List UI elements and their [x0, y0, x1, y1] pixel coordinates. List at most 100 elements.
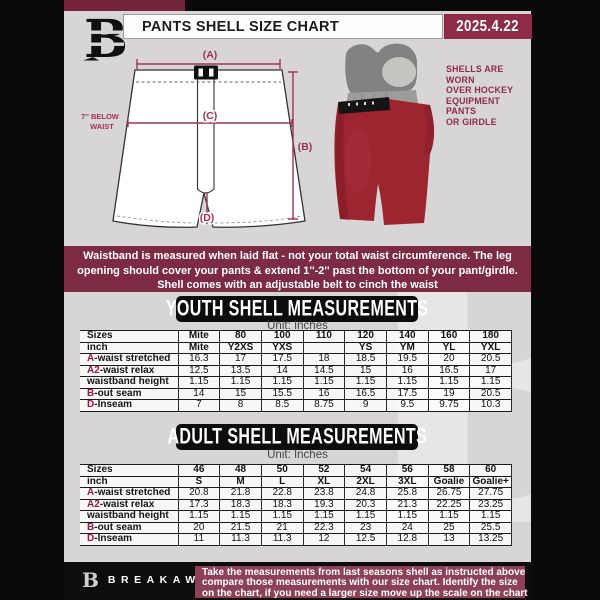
table-cell: 180	[469, 330, 512, 343]
table-cell: 1.15	[260, 510, 304, 523]
table-row: A2-waist relax 17.3 18.3 18.3 19.3 20.3 21.3 22…	[80, 498, 512, 511]
label-b: (B)	[298, 141, 313, 153]
table-cell: 10.3	[469, 399, 512, 412]
table-cell: 20.8	[177, 487, 221, 500]
row-label: D-Inseam	[80, 533, 179, 546]
table-cell: 56	[385, 464, 429, 477]
table-cell: 17.5	[385, 387, 429, 400]
logo-svg: B	[82, 9, 128, 70]
table-cell: 52	[302, 464, 346, 477]
table-cell: 1.15	[219, 376, 262, 389]
fly-panel	[196, 71, 215, 194]
table-cell: 16.5	[427, 364, 471, 377]
table-cell: 1.15	[344, 376, 387, 389]
row-label-prefix: D	[87, 533, 95, 544]
table-cell: 19.5	[385, 353, 429, 366]
date-badge: 2025.4.22	[444, 14, 532, 39]
table-cell: 110	[302, 330, 346, 343]
table-cell: Mite	[177, 330, 221, 343]
shell-caption: SHELLS ARE WORN OVER HOCKEY EQUIPMENT PA…	[446, 64, 514, 127]
table-cell: 140	[385, 330, 429, 343]
shell-red-body	[334, 99, 435, 225]
table-cell: 13	[427, 533, 471, 546]
table-row: Sizes Mite 80 100 110 120 140 160 180	[80, 330, 512, 343]
table-cell: 25.5	[469, 521, 512, 534]
youth-banner: YOUTH SHELL MEASUREMENTS	[165, 296, 429, 322]
table-cell: 23.8	[302, 487, 346, 500]
footer-logo-icon: B	[82, 568, 99, 592]
table-cell: 14.5	[302, 364, 346, 377]
table-cell: 15	[219, 387, 262, 400]
table-cell: 19.3	[302, 498, 346, 511]
table-cell: 26.75	[427, 487, 471, 500]
table-row: inch S M L XL 2XL 3XL Goalie Goalie+	[80, 475, 512, 488]
adult-banner: ADULT SHELL MEASUREMENTS	[167, 424, 427, 450]
table-row: waistband height 1.15 1.15 1.15 1.15 1.15 1.15…	[80, 510, 512, 523]
table-cell: 9	[344, 399, 387, 412]
table-cell: 80	[219, 330, 262, 343]
table-cell: 1.15	[177, 376, 221, 389]
table-cell: YXL	[469, 341, 512, 354]
table-cell: 13.25	[469, 533, 512, 546]
table-cell: 25.8	[385, 487, 429, 500]
table-cell: 17	[219, 353, 262, 366]
table-cell: 100	[260, 330, 304, 343]
table-cell: 23	[344, 521, 387, 534]
table-cell: 7	[177, 399, 221, 412]
table-cell: 27.75	[469, 487, 512, 500]
table-row: B-out seam 14 15 15.5 16 16.5 17.5 19 20.5	[80, 387, 512, 400]
table-cell: 18.5	[344, 353, 387, 366]
shell-waist-strip	[338, 97, 390, 114]
page-title-text: PANTS SHELL SIZE CHART	[142, 18, 339, 35]
table-cell: 24	[385, 521, 429, 534]
adult-unit-label: Unit: Inches	[267, 449, 328, 461]
footer-instructions: Take the measurements from last seasons …	[195, 566, 528, 599]
table-cell: 16	[385, 364, 429, 377]
label-d: (D)	[200, 212, 215, 224]
table-row: D-Inseam 11 11.3 11.3 12 12.5 12.8 13 13.25	[80, 533, 512, 546]
row-label: B-out seam	[80, 387, 179, 400]
table-row: A-waist stretched 16.3 17 17.5 18 18.5 19.5 20 2…	[80, 353, 512, 366]
waistband-notice: Waistband is measured when laid flat - n…	[64, 246, 531, 292]
date-text: 2025.4.22	[456, 17, 520, 36]
table-cell: 19	[427, 387, 471, 400]
label-c: (C)	[203, 110, 218, 122]
table-cell: 21.3	[385, 498, 429, 511]
svg-text:7'' BELOW: 7'' BELOW	[81, 112, 120, 121]
table-cell: 22.3	[302, 521, 346, 534]
table-row: waistband height 1.15 1.15 1.15 1.15 1.15 1.15…	[80, 376, 512, 389]
table-cell: 1.15	[385, 510, 429, 523]
table-cell: YM	[385, 341, 429, 354]
row-label: D-Inseam	[80, 399, 179, 412]
table-row: B-out seam 20 21.5 21 22.3 23 24 25 25.5	[80, 521, 512, 534]
footer-brand: B BREAKAWAY	[82, 570, 225, 590]
table-cell: 12.8	[385, 533, 429, 546]
table-cell: 48	[219, 464, 262, 477]
row-label: waistband height	[80, 510, 179, 523]
table-cell: 13.5	[219, 364, 262, 377]
row-label: Sizes	[80, 330, 179, 343]
table-cell: 11	[177, 533, 221, 546]
table-cell: 22.25	[427, 498, 471, 511]
page-title: PANTS SHELL SIZE CHART	[123, 14, 443, 39]
table-cell: 50	[260, 464, 304, 477]
adult-size-table: Sizes 46 48 50 52 54 56 58 60 inch S M L XL 2XL 3XL Goal…	[80, 464, 512, 546]
shell-photo	[334, 43, 435, 225]
table-cell: 21.5	[219, 521, 262, 534]
table-cell: Goalie+	[469, 475, 512, 488]
row-label: A-waist stretched	[80, 353, 179, 366]
top-accent-bar	[64, 0, 185, 11]
measure-lines	[127, 59, 298, 224]
hem-dashed-right	[214, 215, 302, 224]
table-cell: 1.15	[427, 510, 471, 523]
youth-size-table: Sizes Mite 80 100 110 120 140 160 180 inch Mite Y2X…	[80, 330, 512, 412]
table-cell: 17.5	[260, 353, 304, 366]
table-cell: 20	[427, 353, 471, 366]
table-cell: 20.5	[469, 387, 512, 400]
row-label: A2-waist relax	[80, 364, 179, 377]
table-cell: 18.3	[260, 498, 304, 511]
table-cell: 2XL	[344, 475, 387, 488]
table-cell: 1.15	[302, 376, 346, 389]
table-cell: 18	[302, 353, 346, 366]
table-row: Sizes 46 48 50 52 54 56 58 60	[80, 464, 512, 477]
